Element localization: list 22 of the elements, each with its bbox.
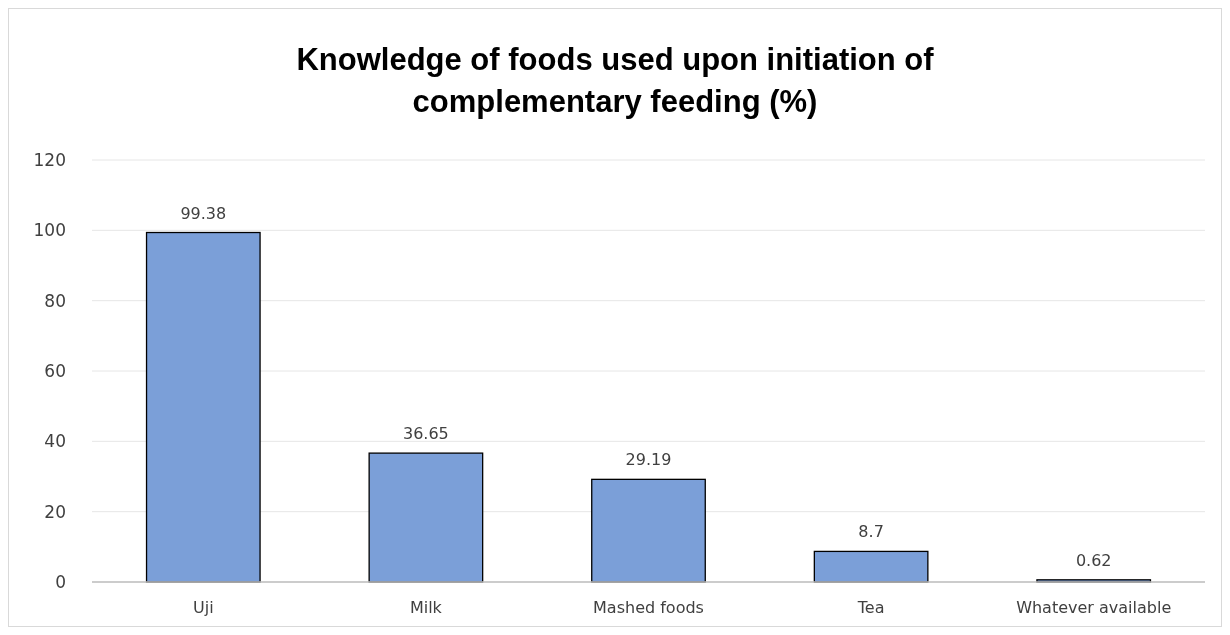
- y-tick-label: 20: [44, 501, 66, 522]
- bar: [368, 452, 484, 583]
- y-tick-label: 40: [44, 431, 66, 452]
- bar: [813, 550, 929, 583]
- data-label: 29.19: [625, 450, 672, 470]
- data-label: 36.65: [402, 424, 449, 444]
- bar: [591, 478, 706, 583]
- x-tick-label: Whatever available: [1016, 598, 1172, 617]
- y-tick-label: 80: [44, 290, 66, 311]
- data-label: 8.7: [858, 522, 884, 542]
- x-tick-label: Mashed foods: [593, 598, 704, 617]
- y-tick-label: 60: [44, 361, 66, 381]
- chart-title: Knowledge of foods used upon initiation of complementary feeding (%): [296, 42, 935, 119]
- x-tick-label: Uji: [193, 598, 214, 617]
- y-tick-label: 120: [33, 150, 66, 170]
- x-tick-label: Tea: [856, 598, 885, 617]
- x-tick-label: Milk: [409, 598, 443, 617]
- data-label: 99.38: [180, 203, 227, 223]
- y-tick-label: 0: [55, 572, 66, 592]
- bar: [145, 231, 261, 583]
- data-label: 0.62: [1075, 550, 1112, 570]
- y-tick-label: 100: [33, 220, 66, 241]
